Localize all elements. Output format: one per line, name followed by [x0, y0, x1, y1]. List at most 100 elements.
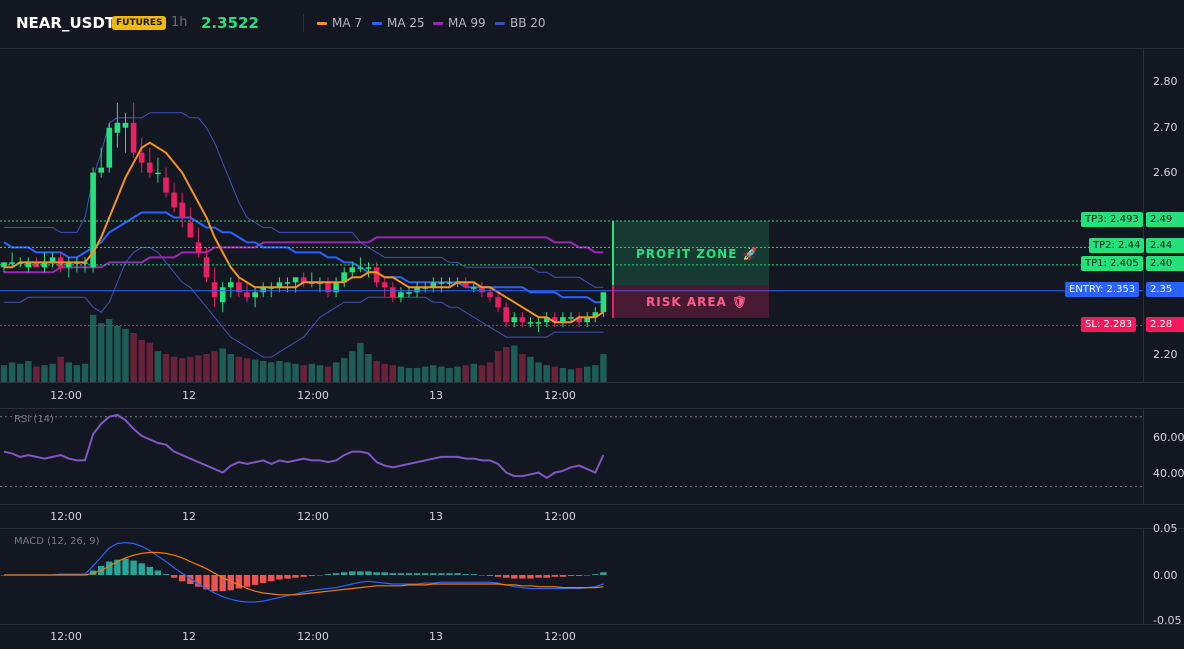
chart-header: NEAR_USDT FUTURES 1h 2.3522 MA 7 MA 25 M… [0, 0, 1184, 49]
candle-body [568, 317, 574, 319]
macd-histogram-bar [268, 575, 275, 582]
macd-histogram-bar [324, 574, 332, 575]
price-tick: 2.60 [1153, 166, 1178, 179]
candle-body [195, 242, 202, 253]
volume-bar [41, 365, 48, 382]
candle-body [381, 282, 388, 288]
tp1-axis-value: 2.40 [1146, 255, 1184, 271]
ma7-swatch [317, 21, 327, 25]
volume-bar [106, 319, 113, 382]
macd-histogram-bar [276, 575, 283, 580]
candle-body [228, 282, 234, 288]
macd-histogram-bar [187, 575, 194, 584]
macd-label: MACD (12, 26, 9) [14, 536, 100, 547]
tp2-price-tag: TP2: 2.44 [1089, 238, 1145, 254]
macd-histogram-bar [397, 573, 405, 575]
macd-histogram-bar [519, 575, 526, 579]
macd-histogram-bar [438, 573, 445, 575]
legend-bb20[interactable]: BB 20 [495, 16, 546, 30]
price-tick: 2.70 [1153, 121, 1178, 134]
candle-body [325, 282, 331, 293]
profit-zone[interactable]: PROFIT ZONE 🚀 [612, 221, 769, 285]
candle-body [519, 317, 526, 323]
candle-body [300, 277, 307, 283]
rsi-bottom-divider [0, 504, 1184, 505]
candle-body [390, 287, 396, 298]
legend-ma25[interactable]: MA 25 [372, 16, 425, 30]
legend-bb20-label: BB 20 [510, 16, 546, 30]
volume-bar [567, 369, 575, 382]
macd-histogram-bar [154, 570, 162, 575]
candle-body [284, 282, 291, 284]
symbol-name[interactable]: NEAR_USDT [16, 14, 116, 32]
volume-bar [292, 363, 299, 382]
time-label: 12 [182, 510, 196, 523]
volume-bar [308, 363, 315, 382]
volume-bar [81, 363, 89, 382]
legend-ma99[interactable]: MA 99 [433, 16, 486, 30]
macd-histogram-bar [219, 575, 226, 592]
volume-bar [341, 358, 348, 382]
time-label: 13 [429, 510, 443, 523]
volume-bar [0, 365, 8, 382]
volume-bar [162, 354, 170, 382]
candle-body [414, 287, 420, 293]
candle-body [179, 202, 185, 218]
volume-bar [478, 365, 486, 382]
time-label: 12:00 [50, 389, 82, 402]
sl-price-tag: SL: 2.283 [1081, 316, 1137, 332]
candle-body [236, 282, 242, 293]
macd-histogram-bar [511, 575, 518, 579]
volume-bar [211, 351, 218, 382]
price-tick: 2.80 [1153, 75, 1178, 88]
time-label: 12:00 [297, 510, 329, 523]
ma7-line [4, 141, 604, 324]
macd-histogram-bar [138, 563, 145, 575]
ma25-swatch [372, 21, 382, 25]
legend-ma99-label: MA 99 [448, 16, 486, 30]
risk-zone-label: RISK AREA 🛡 [646, 295, 749, 309]
time-label: 12:00 [544, 630, 576, 643]
macd-histogram-bar [422, 573, 429, 575]
macd-histogram-bar [130, 560, 137, 575]
price-axis-border [1143, 48, 1144, 382]
volume-bar [373, 361, 380, 382]
macd-histogram-bar [179, 575, 186, 582]
candle-body [373, 267, 380, 283]
macd-histogram-bar [292, 575, 299, 578]
volume-bar [17, 363, 24, 382]
volume-bar [470, 363, 477, 382]
time-label: 12:00 [297, 389, 329, 402]
volume-bar [430, 365, 437, 382]
macd-histogram-bar [251, 575, 259, 585]
volume-bar [300, 365, 307, 382]
candle-body [438, 282, 445, 284]
candle-body [49, 257, 56, 263]
volume-bar [422, 366, 429, 382]
time-label: 12:00 [50, 630, 82, 643]
candle-body [163, 177, 169, 193]
volume-bar [235, 356, 243, 382]
candle-body [98, 167, 104, 173]
last-price: 2.3522 [201, 14, 259, 32]
bb20-swatch [495, 21, 505, 25]
macd-histogram-bar [235, 575, 243, 589]
volume-bar [57, 356, 64, 382]
volume-bar [365, 354, 372, 382]
candle-body [187, 222, 194, 238]
risk-zone[interactable]: RISK AREA 🛡 [612, 285, 769, 318]
bb-upper-line [4, 112, 604, 288]
macd-histogram-bar [503, 575, 510, 578]
macd-tick: -0.05 [1153, 614, 1182, 624]
volume-bar [49, 363, 56, 382]
macd-histogram-bar [454, 573, 461, 575]
candle-body [114, 122, 121, 133]
tp3-price-tag: TP3: 2.493 [1081, 211, 1143, 227]
timeframe-label[interactable]: 1h [171, 15, 188, 30]
legend-ma7[interactable]: MA 7 [317, 16, 362, 30]
volume-bar [130, 333, 137, 382]
macd-histogram-bar [600, 572, 607, 575]
macd-histogram-bar [486, 575, 494, 576]
volume-bar [494, 351, 502, 382]
